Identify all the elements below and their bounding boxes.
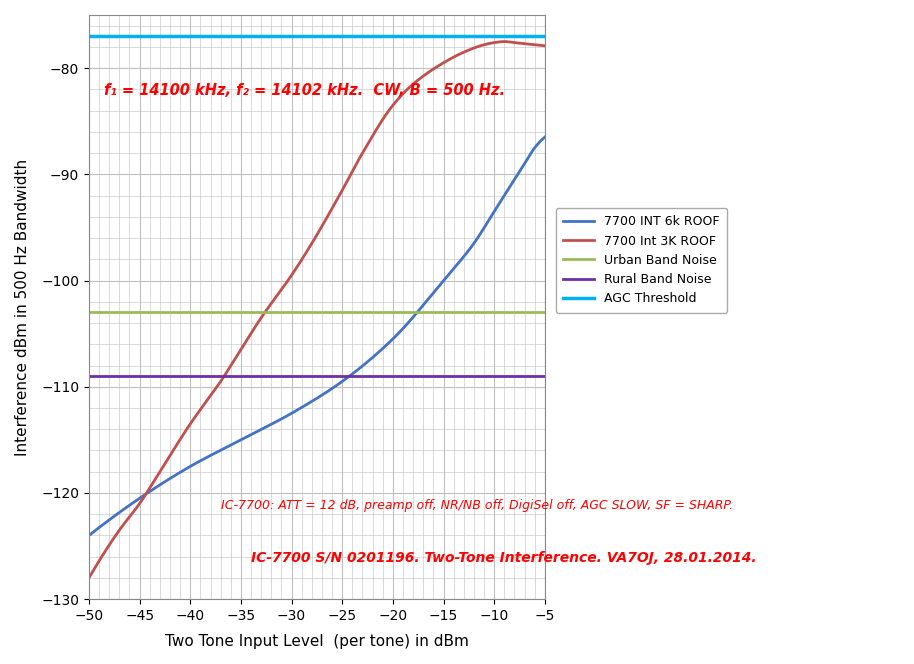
7700 Int 3K ROOF	[388, 101, 399, 109]
7700 Int 3K ROOF	[201, 398, 212, 406]
Text: IC-7700 S/N 0201196. Two-Tone Interference. VA7OJ, 28.01.2014.: IC-7700 S/N 0201196. Two-Tone Interferen…	[251, 551, 757, 565]
Legend: 7700 INT 6k ROOF, 7700 Int 3K ROOF, Urban Band Noise, Rural Band Noise, AGC Thre: 7700 INT 6k ROOF, 7700 Int 3K ROOF, Urba…	[556, 208, 728, 313]
7700 Int 3K ROOF	[539, 42, 550, 50]
7700 INT 6k ROOF	[427, 290, 438, 298]
7700 Int 3K ROOF	[499, 38, 510, 46]
Line: 7700 Int 3K ROOF: 7700 Int 3K ROOF	[89, 42, 545, 578]
7700 INT 6k ROOF	[539, 133, 550, 141]
X-axis label: Two Tone Input Level  (per tone) in dBm: Two Tone Input Level (per tone) in dBm	[165, 634, 469, 649]
7700 Int 3K ROOF	[83, 574, 94, 582]
Rural Band Noise	[590, 372, 601, 380]
Rural Band Noise	[600, 372, 611, 380]
Text: IC-7700: ATT = 12 dB, preamp off, NR/NB off, DigiSel off, AGC SLOW, SF = SHARP.: IC-7700: ATT = 12 dB, preamp off, NR/NB …	[220, 499, 733, 512]
7700 Int 3K ROOF	[165, 452, 175, 460]
AGC Threshold	[600, 33, 611, 41]
7700 Int 3K ROOF	[290, 266, 301, 274]
Text: f₁ = 14100 kHz, f₂ = 14102 kHz.  CW, B = 500 Hz.: f₁ = 14100 kHz, f₂ = 14102 kHz. CW, B = …	[104, 82, 505, 98]
7700 Int 3K ROOF	[427, 66, 438, 74]
7700 INT 6k ROOF	[388, 335, 399, 343]
AGC Threshold	[590, 33, 601, 41]
7700 Int 3K ROOF	[352, 157, 363, 165]
Y-axis label: Interference dBm in 500 Hz Bandwidth: Interference dBm in 500 Hz Bandwidth	[15, 159, 30, 456]
Line: 7700 INT 6k ROOF: 7700 INT 6k ROOF	[89, 137, 545, 535]
Urban Band Noise	[600, 308, 611, 316]
7700 INT 6k ROOF	[290, 407, 301, 415]
7700 INT 6k ROOF	[165, 475, 175, 483]
Urban Band Noise	[590, 308, 601, 316]
7700 INT 6k ROOF	[201, 454, 212, 461]
7700 INT 6k ROOF	[352, 366, 363, 374]
7700 INT 6k ROOF	[83, 531, 94, 539]
